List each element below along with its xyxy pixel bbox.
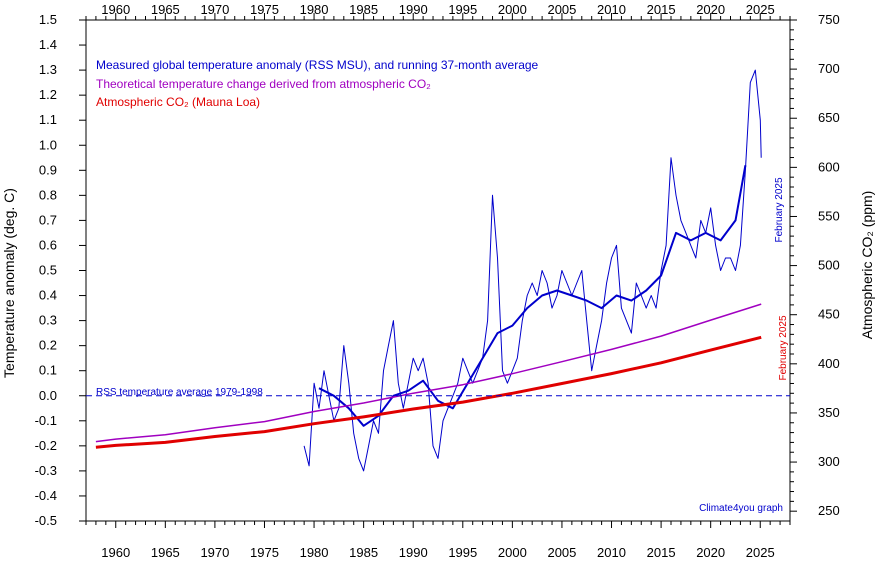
y-left-tick-label: -0.3 <box>35 463 57 478</box>
y-right-tick-label: 550 <box>818 208 840 223</box>
x-tick-label: 2010 <box>597 545 626 560</box>
annotation-feb-2025-temperature: February 2025 <box>774 177 785 242</box>
x-tick-labels-bottom: 1960 1965 1970 1975 1980 1985 1990 1995 2000 2005… <box>101 545 774 560</box>
x-tick-label: 1975 <box>250 545 279 560</box>
y-left-tick-label: 0.8 <box>39 187 57 202</box>
x-tick-label: 2020 <box>696 2 725 17</box>
legend-entry-theoretical: Theoretical temperature change derived f… <box>96 77 431 91</box>
y-left-tick-label: -0.2 <box>35 438 57 453</box>
y-left-tick-label: 0.1 <box>39 363 57 378</box>
x-tick-label: 2010 <box>597 2 626 17</box>
credit-label: Climate4you graph <box>699 503 783 514</box>
series-layer <box>95 69 762 472</box>
y-left-tick-label: 0.9 <box>39 162 57 177</box>
x-tick-label: 1980 <box>300 545 329 560</box>
annotation-feb-2025-co2: February 2025 <box>778 315 789 380</box>
y-left-tick-label: 0.4 <box>39 288 57 303</box>
x-tick-label: 1965 <box>151 545 180 560</box>
y-right-tick-label: 400 <box>818 356 840 371</box>
x-tick-label: 1995 <box>448 2 477 17</box>
x-tick-label: 1970 <box>200 545 229 560</box>
y-left-tick-label: 0.5 <box>39 263 57 278</box>
y-left-tick-label: 0.6 <box>39 237 57 252</box>
x-tick-label: 2005 <box>547 545 576 560</box>
series-line-running-37-month-average <box>318 165 747 427</box>
x-tick-label: 1980 <box>300 2 329 17</box>
y-right-tick-labels: 250 300 350 400 450 500 550 600 650 700 750 <box>818 12 840 518</box>
y-left-tick-label: 1.3 <box>39 62 57 77</box>
y-right-tick-label: 450 <box>818 307 840 322</box>
x-tick-label: 2015 <box>647 2 676 17</box>
x-tick-label: 2020 <box>696 545 725 560</box>
y-right-tick-label: 250 <box>818 503 840 518</box>
axis-ticks-layer <box>79 13 797 528</box>
x-tick-label: 1990 <box>399 2 428 17</box>
y-left-tick-label: 0.3 <box>39 313 57 328</box>
y-right-tick-label: 300 <box>818 454 840 469</box>
y-left-tick-label: -0.4 <box>35 488 57 503</box>
y-left-tick-label: 0.2 <box>39 338 57 353</box>
y-left-tick-label: 1.2 <box>39 87 57 102</box>
x-tick-label: 1970 <box>200 2 229 17</box>
x-tick-label: 1985 <box>349 2 378 17</box>
series-line-atmospheric-co-mauna-loa <box>95 335 762 449</box>
y-left-tick-labels: -0.5 -0.4 -0.3 -0.2 -0.1 0.0 0.1 0.2 0.3 0.4 0.5 0.… <box>35 12 57 528</box>
x-tick-label: 2005 <box>547 2 576 17</box>
y-left-tick-label: 1.5 <box>39 12 57 27</box>
x-tick-label: 2000 <box>498 2 527 17</box>
reference-line-label: RSS temperature average 1979-1998 <box>96 387 263 398</box>
y-left-tick-label: 1.4 <box>39 37 57 52</box>
y-right-tick-label: 750 <box>818 12 840 27</box>
y-right-tick-label: 500 <box>818 258 840 273</box>
x-tick-label: 1985 <box>349 545 378 560</box>
y-left-tick-label: 1.1 <box>39 112 57 127</box>
y-left-axis-label: Temperature anomaly (deg. C) <box>1 188 17 378</box>
y-left-tick-label: -0.1 <box>35 413 57 428</box>
y-right-axis-label: Atmospheric CO₂ (ppm) <box>859 191 875 340</box>
y-right-tick-label: 600 <box>818 159 840 174</box>
x-tick-label: 1990 <box>399 545 428 560</box>
x-tick-label: 1960 <box>101 545 130 560</box>
x-tick-label: 2025 <box>746 2 775 17</box>
series-line-theoretical-temperature-change-derived-from-atmospheric-co <box>95 303 762 443</box>
y-right-tick-label: 700 <box>818 61 840 76</box>
x-tick-labels-top: 1960 1965 1970 1975 1980 1985 1990 1995 2000 2005… <box>101 2 774 17</box>
legend-entry-co2: Atmospheric CO₂ (Mauna Loa) <box>96 95 260 109</box>
y-right-tick-label: 350 <box>818 405 840 420</box>
y-left-tick-label: 0.0 <box>39 388 57 403</box>
y-left-tick-label: -0.5 <box>35 513 57 528</box>
y-right-tick-label: 650 <box>818 110 840 125</box>
x-tick-label: 1995 <box>448 545 477 560</box>
x-tick-label: 2015 <box>647 545 676 560</box>
x-tick-label: 2000 <box>498 545 527 560</box>
x-tick-label: 2025 <box>746 545 775 560</box>
y-left-tick-label: 0.7 <box>39 212 57 227</box>
y-left-tick-label: 1.0 <box>39 137 57 152</box>
x-tick-label: 1965 <box>151 2 180 17</box>
x-tick-label: 1975 <box>250 2 279 17</box>
legend-entry-temperature: Measured global temperature anomaly (RSS… <box>96 58 539 72</box>
x-tick-label: 1960 <box>101 2 130 17</box>
